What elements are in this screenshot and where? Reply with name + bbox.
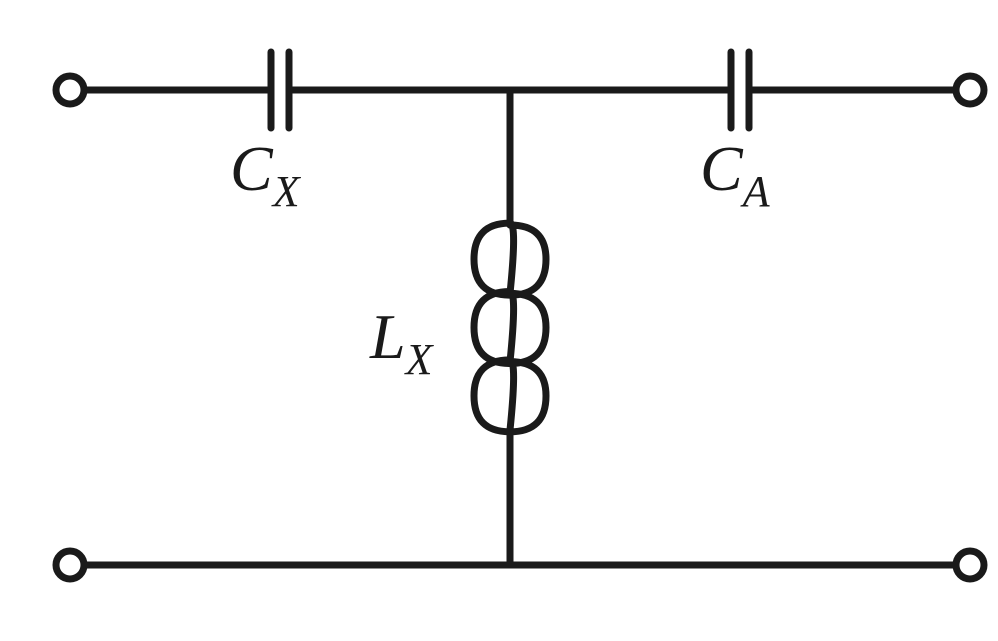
label-lx-main: L bbox=[370, 301, 406, 372]
label-cx: CX bbox=[230, 132, 300, 206]
label-lx-sub: X bbox=[406, 335, 433, 384]
label-lx: LX bbox=[370, 300, 432, 374]
label-ca-main: C bbox=[700, 133, 743, 204]
label-ca-sub: A bbox=[743, 167, 770, 216]
label-cx-main: C bbox=[230, 133, 273, 204]
circuit-diagram bbox=[0, 0, 998, 641]
label-ca: CA bbox=[700, 132, 770, 206]
label-cx-sub: X bbox=[273, 167, 300, 216]
